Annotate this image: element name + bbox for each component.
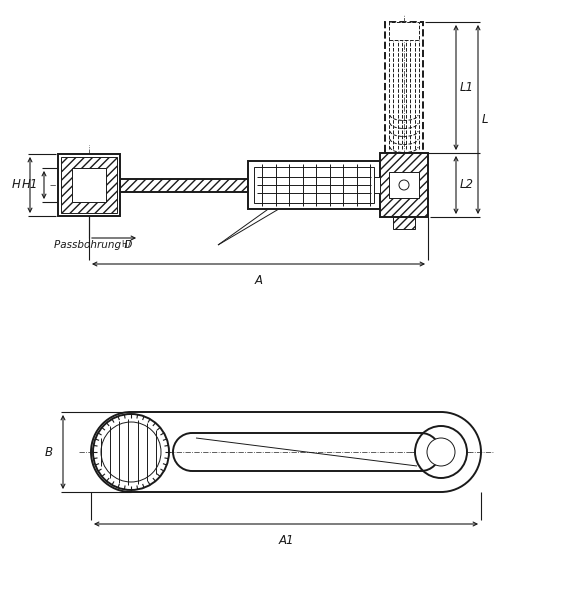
Text: H7: H7 [121, 240, 132, 249]
Circle shape [415, 426, 467, 478]
Bar [380, 153, 428, 217]
Text: L: L [482, 113, 488, 126]
Text: A1: A1 [278, 534, 294, 547]
Bar [389, 22, 419, 40]
Circle shape [427, 438, 455, 466]
Bar [72, 168, 106, 202]
Text: A: A [255, 274, 263, 287]
Bar [393, 217, 415, 229]
Circle shape [93, 414, 169, 490]
Bar [389, 172, 419, 198]
Text: L1: L1 [460, 81, 474, 94]
Bar [58, 154, 120, 216]
Circle shape [101, 422, 161, 482]
Text: H: H [12, 179, 21, 191]
Text: B: B [45, 445, 53, 458]
Bar [385, 22, 423, 153]
Bar [248, 161, 380, 209]
Text: L2: L2 [460, 179, 474, 191]
Bar [61, 157, 117, 213]
Circle shape [399, 180, 409, 190]
Bar [254, 167, 374, 203]
Text: Passbohrung D: Passbohrung D [54, 240, 132, 250]
Bar [120, 179, 248, 191]
Text: H1: H1 [22, 179, 38, 191]
Bar [372, 177, 380, 193]
